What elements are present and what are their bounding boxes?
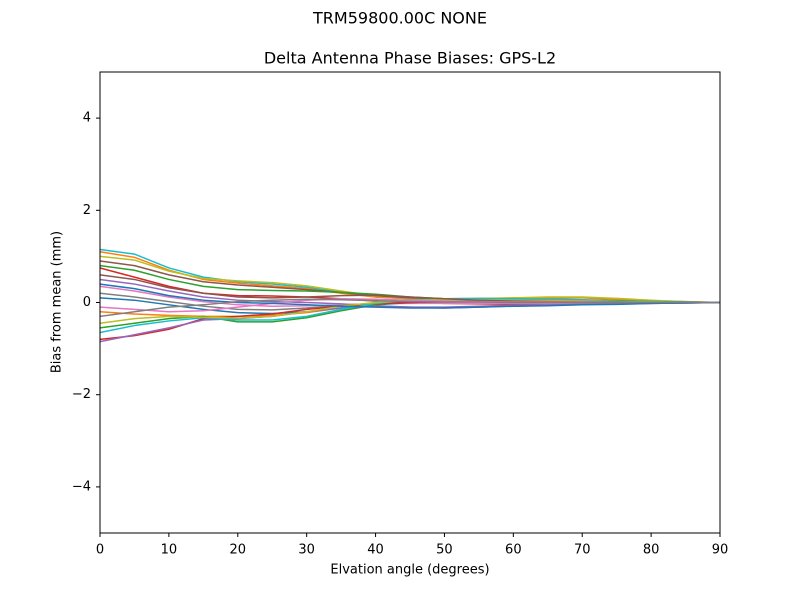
x-tick-label: 40 xyxy=(367,543,384,558)
x-tick-label: 60 xyxy=(505,543,522,558)
y-tick-label: −4 xyxy=(72,479,91,494)
y-tick-label: 4 xyxy=(83,111,91,126)
suptitle: TRM59800.00C NONE xyxy=(312,9,487,28)
x-axis-label: Elvation angle (degrees) xyxy=(330,563,489,578)
y-tick-label: −2 xyxy=(72,387,91,402)
x-tick-label: 0 xyxy=(96,543,104,558)
y-axis-label: Bias from mean (mm) xyxy=(50,231,65,373)
x-tick-label: 80 xyxy=(643,543,660,558)
x-tick-label: 90 xyxy=(712,543,729,558)
x-tick-label: 30 xyxy=(298,543,315,558)
x-tick-label: 20 xyxy=(230,543,247,558)
x-tick-label: 10 xyxy=(161,543,178,558)
x-tick-label: 70 xyxy=(574,543,591,558)
x-tick-label: 50 xyxy=(436,543,453,558)
series-line xyxy=(100,298,720,318)
y-tick-label: 2 xyxy=(83,203,91,218)
y-tick-label: 0 xyxy=(83,295,91,310)
chart-title: Delta Antenna Phase Biases: GPS-L2 xyxy=(264,49,556,68)
plot-area xyxy=(100,248,720,343)
series-line xyxy=(100,283,720,309)
